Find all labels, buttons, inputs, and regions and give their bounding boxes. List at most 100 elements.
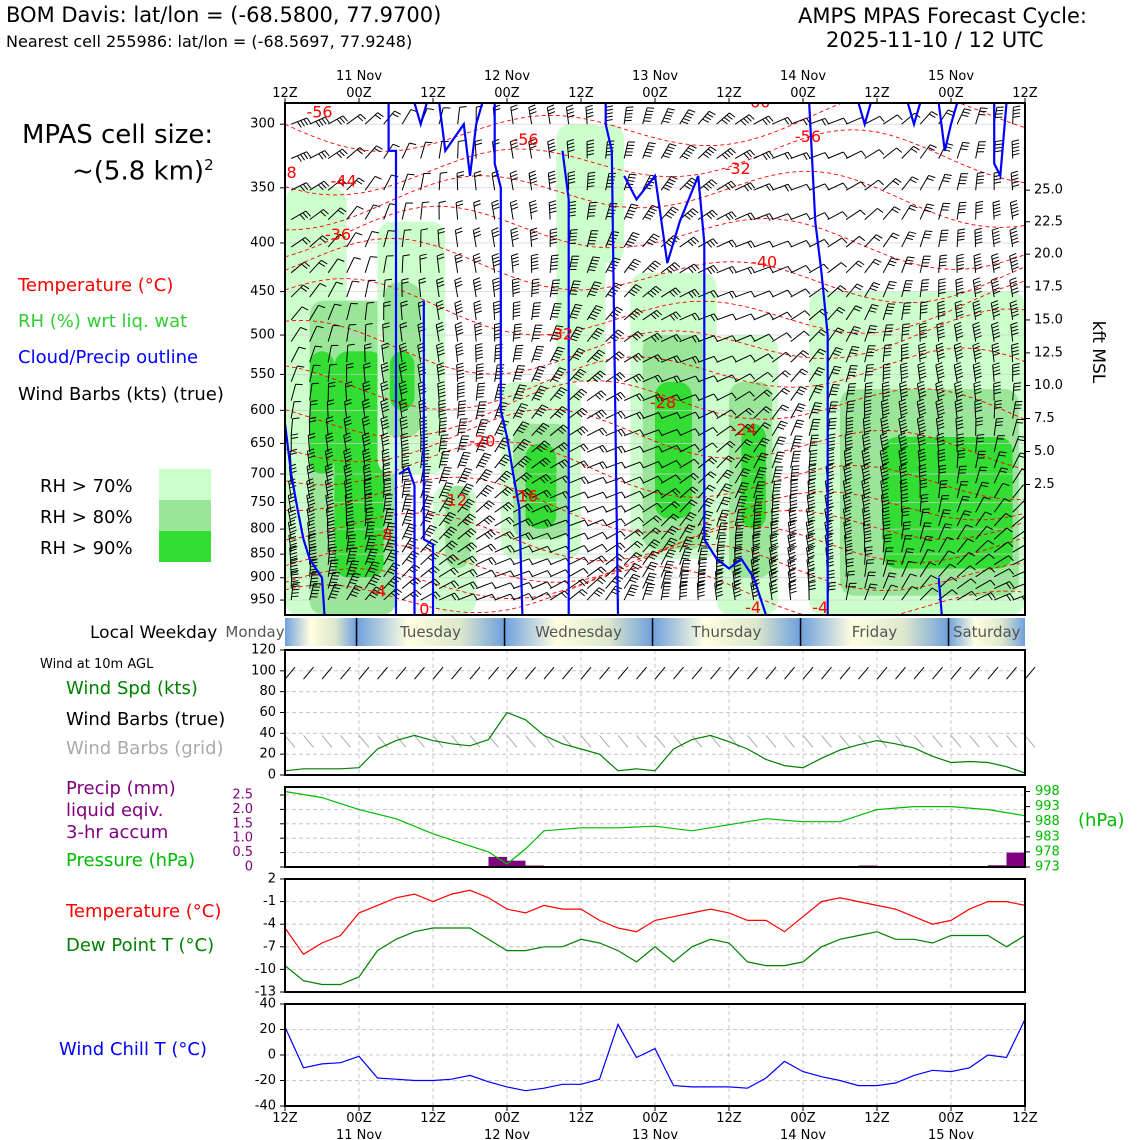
wind-barb-flag (769, 266, 774, 274)
wind-barb-flag (675, 474, 681, 481)
wind-barb-shaft (475, 557, 492, 566)
wind-barb-flag (301, 306, 309, 311)
wind-barb-flag (428, 527, 436, 532)
wind-barb-shaft (511, 280, 514, 298)
true-wind-barb (895, 666, 906, 680)
wind-barb-shaft (751, 547, 755, 565)
wind-barb-flag (900, 369, 908, 373)
bottom-date-label: 12 Nov (484, 1128, 530, 1140)
wind-barb-shaft (309, 345, 316, 363)
wind-barb-flag (377, 112, 384, 118)
wind-barb-flag (900, 391, 908, 395)
wind-barb-flag (628, 291, 636, 297)
wind-barb-shaft (938, 230, 943, 248)
wind-barb-shaft (882, 560, 889, 577)
wind-barb-flag (790, 479, 799, 482)
wind-barb-flag (752, 567, 760, 571)
wind-barb-shaft (808, 183, 826, 191)
wind-barb-flag (663, 570, 671, 573)
wind-barb-shaft (623, 258, 635, 274)
wind-barb-flag (399, 398, 407, 403)
wind-barb-flag (717, 549, 725, 552)
wind-barb-flag (768, 150, 774, 158)
wind-barb-shaft (346, 324, 350, 342)
wind-barb-flag (528, 593, 534, 600)
wind-barb-flag (955, 390, 963, 395)
wind-barb-flag (718, 519, 727, 522)
wind-barb-flag (1011, 313, 1019, 318)
wind-barb-flag (770, 551, 778, 556)
wind-barb-flag (308, 532, 316, 536)
wind-barb-shaft (919, 536, 927, 553)
wind-barb-flag (789, 554, 797, 559)
wind-barb-flag (517, 365, 525, 367)
wind-barb-flag (1027, 544, 1032, 549)
wind-barb-flag (438, 372, 446, 376)
wind-barb-flag (869, 586, 877, 589)
wind-barb-flag (881, 422, 889, 427)
wind-barb-shaft (919, 495, 922, 513)
wind-barb-flag (617, 430, 623, 437)
wind-barb-flag (327, 502, 334, 506)
wind-barb-flag (487, 531, 493, 538)
wind-barb-flag (761, 440, 768, 444)
wind-barb-flag (647, 292, 654, 298)
wind-barb-flag (807, 516, 815, 520)
wind-barb-flag (845, 432, 853, 436)
temperature-line (284, 889, 1026, 956)
wind-barb-flag (400, 368, 408, 373)
wind-barb-flag (587, 185, 595, 188)
wind-barb-flag (299, 185, 306, 192)
wind-barb-flag (381, 368, 389, 373)
wind-barb-flag (844, 470, 852, 474)
wind-barb-flag (600, 390, 607, 396)
wind-barb-flag (577, 371, 585, 376)
true-wind-barb (451, 666, 462, 680)
wind-barb-flag (559, 408, 566, 414)
wind-barb-flag (508, 502, 514, 508)
wind-barb-flag (789, 587, 797, 591)
wind-barb-shaft (660, 537, 672, 553)
wind-barb-flag (905, 262, 913, 265)
wind-barb-shaft (753, 183, 770, 191)
wind-barb-shaft (697, 393, 715, 402)
wind-barb-flag (937, 300, 945, 304)
wind-barb-flag (992, 328, 1000, 333)
wind-barb-flag (344, 435, 352, 440)
wind-barb-flag (693, 472, 699, 479)
wind-barb-flag (789, 590, 797, 594)
wind-barb-shaft (864, 547, 867, 565)
wind-barb-shaft (642, 561, 652, 578)
wind-barb-shaft (438, 467, 446, 484)
rh-shade-region (655, 381, 692, 519)
wind-barb-shaft (901, 586, 913, 601)
wind-barb-flag (881, 419, 889, 423)
wind-barb-shaft (734, 212, 751, 221)
wind-barb-shaft (864, 304, 873, 321)
wind-barb-flag (864, 446, 872, 450)
wind-barb-shaft (975, 540, 989, 553)
wind-barb-shaft (916, 418, 921, 436)
wind-barb-flag (517, 409, 525, 413)
wind-barb-shaft (882, 257, 892, 274)
wind-barb-flag (884, 344, 892, 346)
wind-barb-shaft (438, 567, 454, 578)
wind-barb-flag (382, 464, 390, 467)
wind-barb-flag (360, 113, 366, 120)
wind-barb-flag (750, 182, 756, 189)
wind-barb-flag (789, 558, 797, 562)
wind-barb-flag (901, 394, 909, 398)
wind-barb-shaft (808, 329, 822, 342)
wind-barb-flag (673, 376, 679, 384)
wind-barb-flag (983, 496, 991, 500)
wind-barb-flag (706, 113, 714, 118)
wind-barb-flag (454, 253, 462, 257)
wind-barb-flag (404, 519, 412, 522)
wind-barb-flag (493, 300, 501, 304)
wind-barb-flag (349, 581, 357, 585)
wind-barb-flag (517, 462, 525, 468)
wind-barb-flag (309, 549, 317, 552)
wind-barb-flag (308, 526, 316, 530)
wind-barb-flag (697, 580, 705, 584)
wind-barb-flag (445, 500, 453, 504)
